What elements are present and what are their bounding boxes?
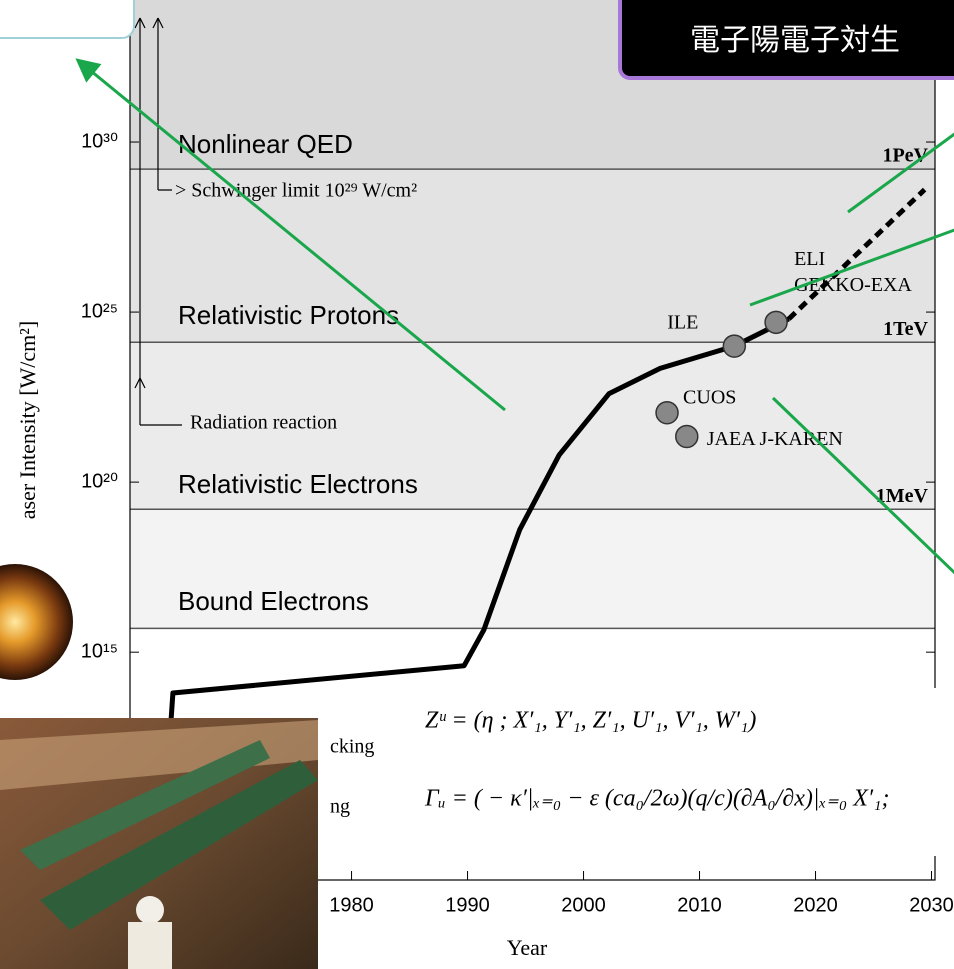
formula-box xyxy=(400,688,954,856)
energy-label: 1TeV xyxy=(883,318,928,340)
banner-text: 電子陽電子対生 xyxy=(690,24,900,57)
annotation: > Schwinger limit 10²⁹ W/cm² xyxy=(175,180,417,202)
point-label: ELI xyxy=(794,248,825,270)
x-axis-label: Year xyxy=(507,935,548,960)
image xyxy=(0,564,73,680)
text-box xyxy=(0,0,135,39)
pointer-line xyxy=(771,396,954,575)
point-label: CUOS xyxy=(683,386,736,408)
banner xyxy=(618,0,954,80)
y-tick-label: 10¹⁵ xyxy=(81,640,118,662)
x-tick-label: 2010 xyxy=(677,894,722,916)
plot-frame xyxy=(129,0,936,881)
pointer-line xyxy=(847,132,954,214)
x-tick-label: 1980 xyxy=(329,894,374,916)
energy-label: 1MeV xyxy=(876,485,929,507)
region-label: Relativistic Protons xyxy=(178,300,399,330)
point-label: GEKKO-EXA xyxy=(794,274,912,296)
data-point xyxy=(675,424,699,449)
data-point xyxy=(655,400,679,425)
data-point xyxy=(722,334,747,358)
data-point xyxy=(764,310,788,335)
x-tick-label: 2000 xyxy=(561,894,606,916)
formula: Γᵤ = ( − κ′|ₓ₌₀ − ε (ca₀/2ω)(q/c)(∂A₀/∂x… xyxy=(424,786,890,812)
formula: Zᵘ = (η ; X′₁, Y′₁, Z′₁, U′₁, V′₁, W′₁) xyxy=(425,708,756,734)
arrow xyxy=(139,18,159,425)
region xyxy=(130,509,935,629)
region xyxy=(130,169,935,343)
x-tick-label: 2030 xyxy=(909,894,954,916)
pointer-arrow xyxy=(75,58,506,412)
region-label: Bound Electrons xyxy=(178,586,369,616)
photo-detail xyxy=(128,922,172,969)
y-tick-label: 10²⁰ xyxy=(81,470,118,492)
annotation: Radiation reaction xyxy=(190,412,337,434)
annotations: > Schwinger limit 10²⁹ W/cm² Radiation r… xyxy=(15,17,548,960)
series-line xyxy=(787,187,927,321)
photo-detail xyxy=(136,896,164,924)
photo-detail xyxy=(0,720,318,790)
point-label: ILE xyxy=(667,312,698,334)
annotation: cking xyxy=(330,736,374,758)
arrow-head xyxy=(134,17,164,29)
y-tick-label: 10³⁰ xyxy=(81,130,118,152)
series-line xyxy=(157,316,790,881)
energy-label: 1PeV xyxy=(882,145,928,167)
pointer-line xyxy=(749,228,954,307)
y-axis-label: aser Intensity [W/cm²] xyxy=(15,321,40,519)
photo-detail xyxy=(20,740,270,870)
bracket xyxy=(134,189,182,426)
x-tick-label: 2020 xyxy=(793,894,838,916)
annotation: ng xyxy=(330,796,350,818)
y-tick-label: 10²⁵ xyxy=(81,300,118,322)
photo-detail xyxy=(40,760,318,930)
region-label: Nonlinear QED xyxy=(178,129,353,159)
x-tick-label: 1990 xyxy=(445,894,490,916)
region-label: Relativistic Electrons xyxy=(178,469,418,499)
